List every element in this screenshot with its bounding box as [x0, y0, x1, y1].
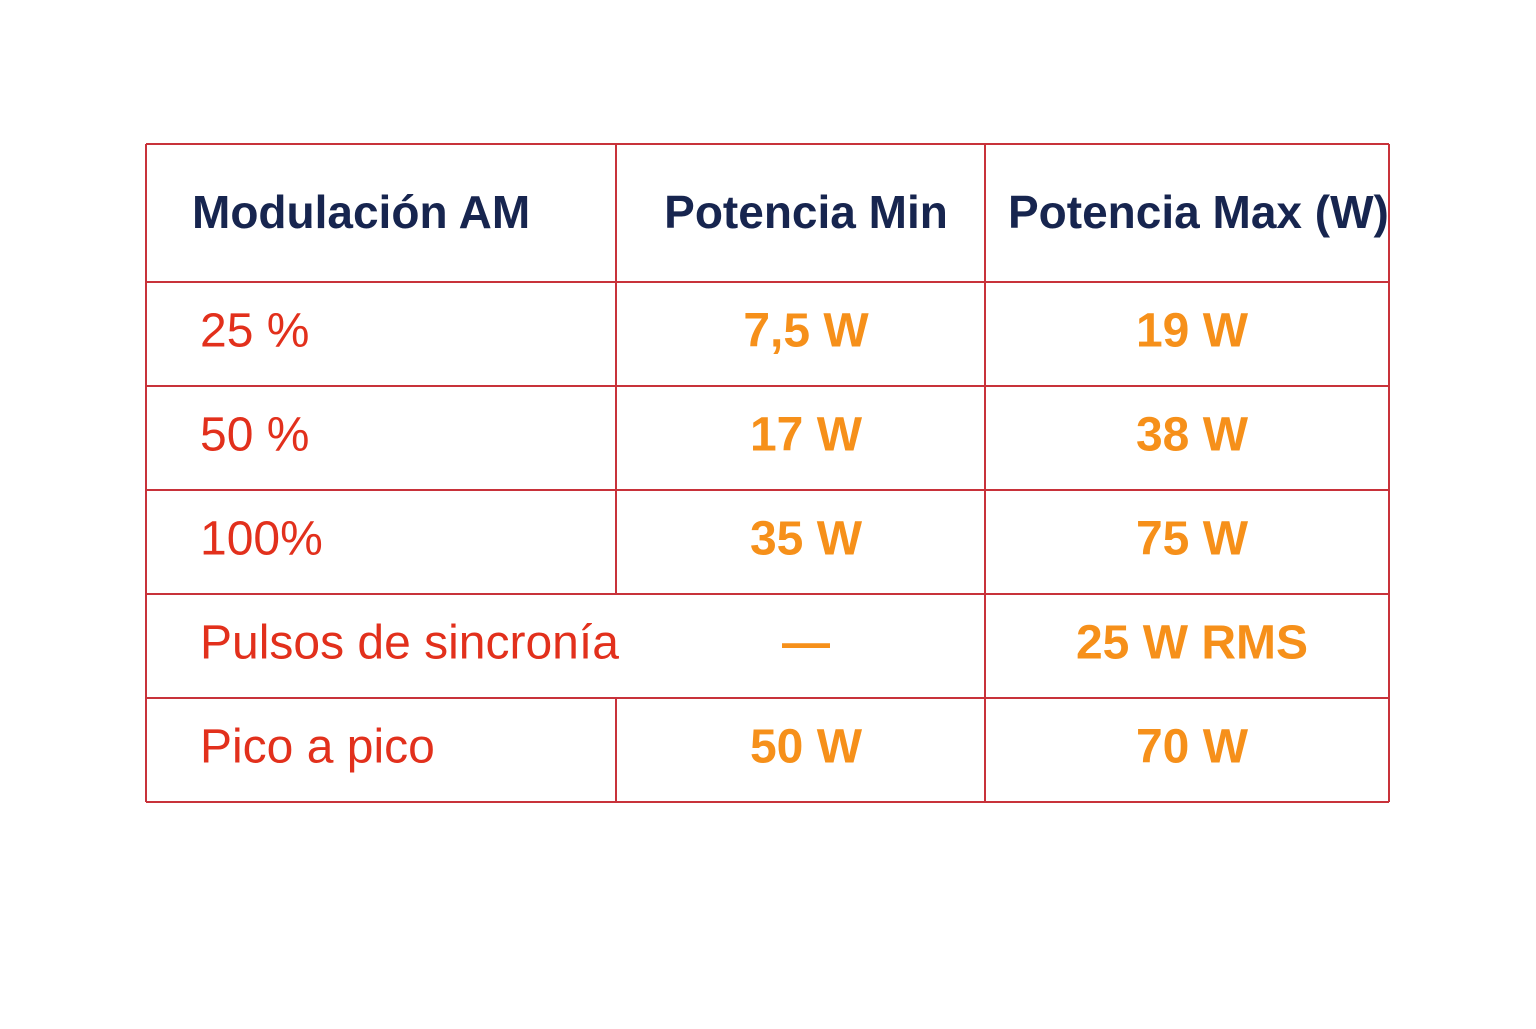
value-cell: 25 W RMS — [1076, 617, 1308, 670]
value-cell: 38 W — [1136, 409, 1249, 462]
table-grid — [145, 143, 1390, 803]
value-cell: — — [782, 617, 830, 670]
value-cell: 50 W — [750, 721, 863, 774]
value-cell: 7,5 W — [743, 305, 869, 358]
value-cell: 19 W — [1136, 305, 1249, 358]
row-label: 25 % — [200, 305, 309, 358]
row-label: 50 % — [200, 409, 309, 462]
table-body: 25 % 7,5 W 19 W 50 % 17 W 38 W 100% 35 W 75 W Pul… — [200, 305, 1308, 774]
value-cell: 75 W — [1136, 513, 1249, 566]
row-label: Pulsos de sincronía — [200, 617, 619, 670]
row-label: Pico a pico — [200, 721, 435, 774]
value-cell: 17 W — [750, 409, 863, 462]
row-label: 100% — [200, 513, 323, 566]
value-cell: 35 W — [750, 513, 863, 566]
header-cell: Potencia Max (W) — [1008, 186, 1389, 238]
header-cell: Modulación AM — [192, 186, 530, 238]
header-cell: Potencia Min — [664, 186, 948, 238]
value-cell: 70 W — [1136, 721, 1249, 774]
